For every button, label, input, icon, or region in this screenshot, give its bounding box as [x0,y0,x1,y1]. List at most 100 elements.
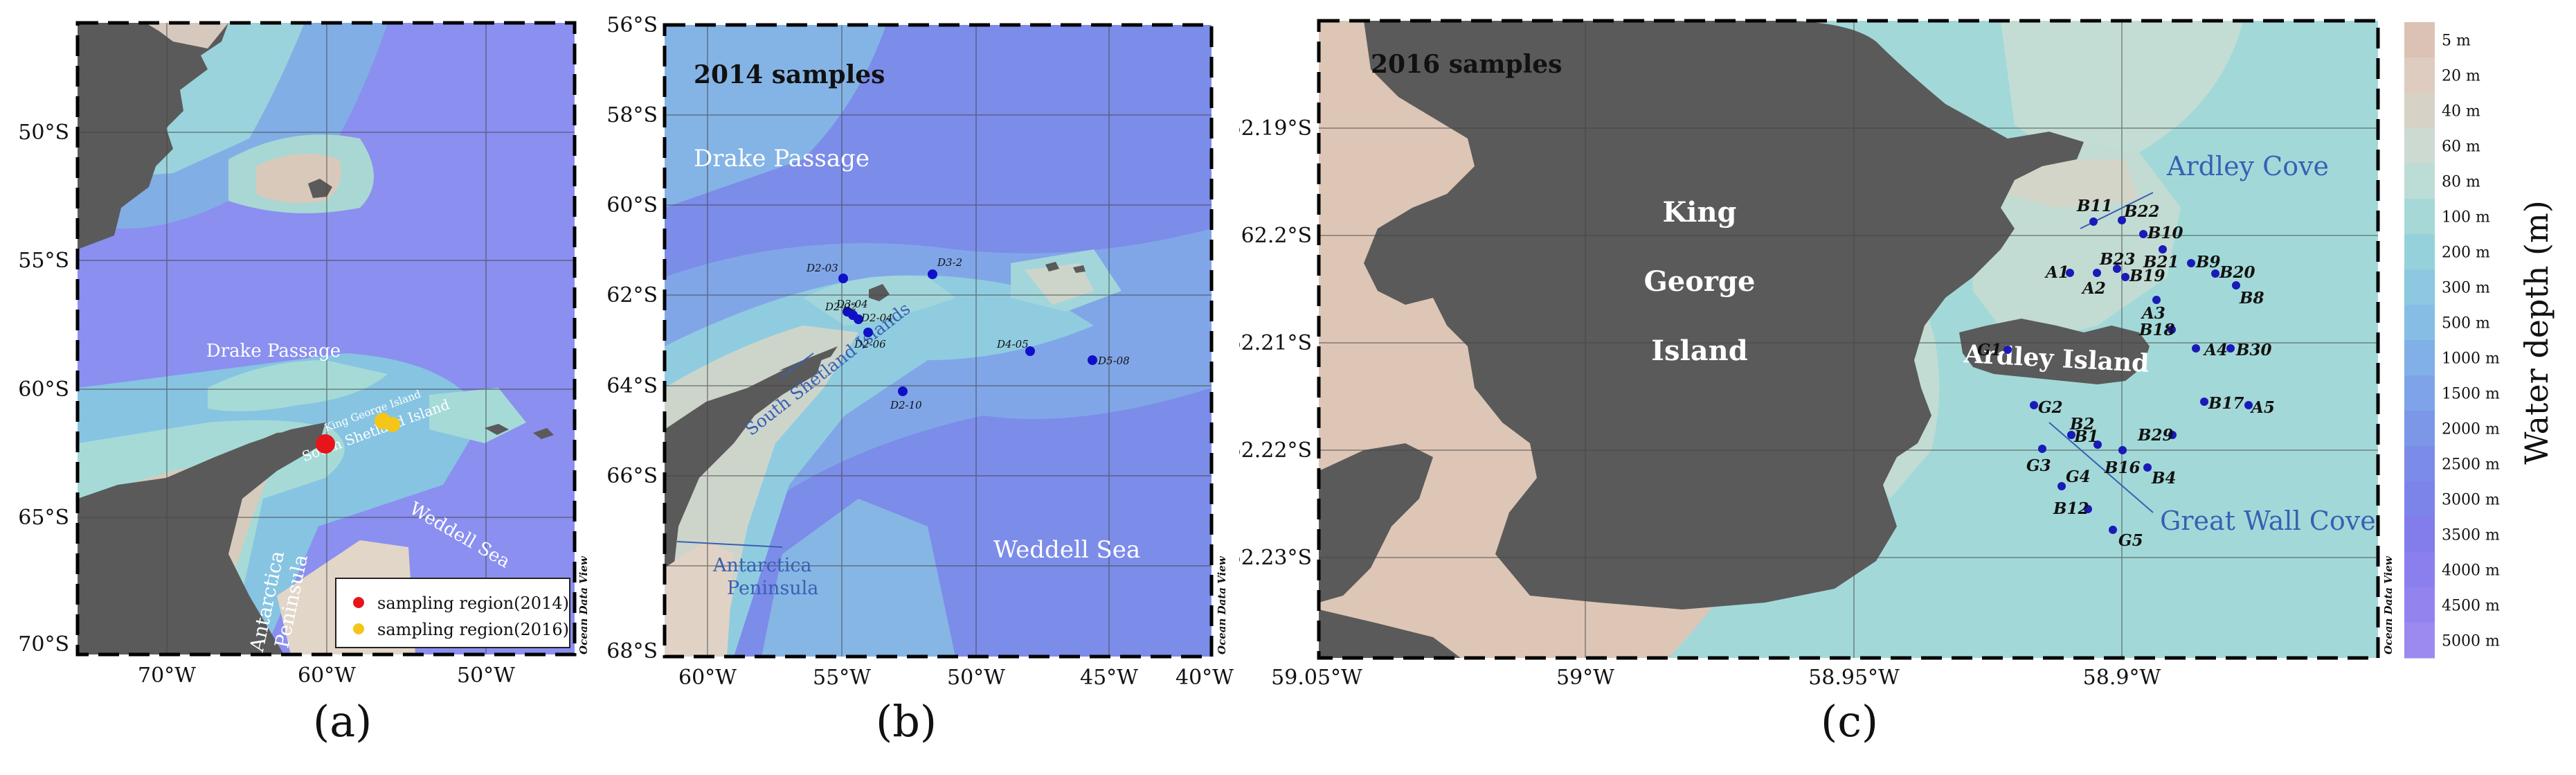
colorbar-swatch [2404,446,2435,482]
sampling-region-2016-marker [385,417,400,432]
colorbar-label: 40 m [2442,103,2480,121]
peninsula-label: Peninsula [727,578,818,599]
station-label: B12 [2053,499,2089,518]
station-label: B1 [2073,427,2098,446]
colorbar-label: 500 m [2442,315,2490,332]
station-label: B9 [2195,253,2220,271]
colorbar-label: 80 m [2442,174,2480,191]
station-label: A1 [2044,263,2069,282]
lon-tick-3: 58.95°W [1808,666,1900,690]
colorbar-label: 60 m [2442,139,2480,156]
colorbar-label: 3500 m [2442,527,2500,544]
lat-tick-2: 55°S [18,249,69,273]
station-label: G2 [2038,398,2063,417]
panel-c-title: 2016 samples [1371,50,1562,79]
colorbar-label: 3000 m [2442,492,2500,509]
station-marker-a5 [2244,401,2253,409]
colorbar-swatch [2404,93,2435,129]
colorbar-label: 20 m [2442,68,2480,85]
station-label: B20 [2219,263,2255,282]
station-marker-g2 [2030,401,2038,409]
lat-tick-1: 50°S [18,121,69,145]
lat-tick-5: 62.23°S [1239,546,1312,570]
station-marker-g3 [2038,445,2046,453]
ardley-cove-label: Ardley Cove [2166,151,2329,181]
lon-tick-1: 59.05°W [1271,666,1362,690]
legend-swatch-2014 [353,597,364,608]
graticule [1319,21,2378,658]
station-marker-b1 [2093,440,2102,449]
panel-b-caption: (b) [876,696,937,747]
station-markers-2014: D2-03 D3-2 D2-02 D3-04 D2-04 D2-06 D4-05… [806,256,1130,411]
station-marker-d3-2 [928,269,937,279]
panel-c-caption: (c) [1821,696,1879,747]
station-marker-b29 [2168,431,2177,439]
colorbar-swatch [2404,587,2435,623]
station-marker-d4-05 [1025,346,1035,356]
colorbar-label: 2000 m [2442,421,2500,438]
station-marker-b8 [2232,281,2240,289]
colorbar-label: 100 m [2442,209,2490,226]
station-marker-d2-03 [838,274,848,283]
colorbar-label: 4000 m [2442,562,2500,580]
station-markers-2016: B11 B22 B10 B23 B21 B9 B20 A1 B19 A2 B8 … [1977,197,2275,550]
lon-tick-3: 50°W [947,666,1005,690]
colorbar-swatch [2404,305,2435,341]
station-label: G4 [2066,467,2091,486]
panel-c-map: 62.19°S 62.2°S 62.21°S 62.22°S 62.23°S 5… [1239,19,2555,690]
station-marker-b18 [2168,326,2176,334]
station-label: B16 [2104,458,2140,477]
panel-b-title: 2014 samples [694,60,885,89]
station-label: B30 [2235,341,2271,359]
panel-a-caption: (a) [313,696,372,747]
king-label: King [1662,196,1736,229]
colorbar-swatch [2404,623,2435,659]
lat-tick-6: 66°S [606,464,658,488]
station-label: A4 [2203,341,2228,359]
lon-tick-2: 60°W [298,663,356,688]
colorbar-swatch [2404,517,2435,553]
graticule [78,23,575,654]
station-label: B23 [2099,250,2135,269]
lat-tick-2: 62.2°S [1241,224,1312,248]
map-frame [1317,19,2380,660]
map-frame [663,23,1214,659]
station-label: D2-03 [806,262,838,274]
lon-tick-5: 40°W [1176,666,1234,690]
graticule [665,25,1212,657]
station-marker-b21 [2159,245,2167,253]
lat-tick-3: 62.21°S [1239,331,1312,355]
station-label: D2-04 [861,312,893,324]
station-label: D5-08 [1097,355,1130,367]
station-label: B10 [2147,224,2183,242]
station-label: A2 [2081,279,2106,298]
station-marker-d2-10 [898,386,908,396]
colorbar-swatch [2404,375,2435,411]
king-george-island-land [1364,21,2084,609]
station-marker-d2-06 [863,328,873,337]
station-label: B22 [2123,202,2159,221]
colorbar-swatch [2404,57,2435,93]
station-marker-g4 [2057,482,2066,490]
station-marker-b23 [2113,265,2121,273]
south-shetland-islands-land [869,284,890,301]
station-marker-b11 [2089,217,2098,226]
colorbar-label: 1000 m [2442,350,2500,368]
lon-tick-1: 60°W [678,666,737,690]
station-marker-b9 [2187,259,2195,267]
colorbar-swatch [2404,22,2435,58]
great-wall-cove-label: Great Wall Cove [2160,506,2376,536]
lat-tick-1: 62.19°S [1239,116,1312,141]
station-label: D3-04 [836,298,868,310]
colorbar-label: 5000 m [2442,633,2500,650]
station-marker-b12 [2084,505,2092,513]
weddell-sea-label: Weddell Sea [993,536,1140,564]
george-label: George [1644,265,1756,298]
station-marker-a1 [2066,269,2074,277]
station-marker-b20 [2211,269,2219,278]
station-marker-b10 [2139,230,2147,238]
station-label: B17 [2208,394,2244,413]
lat-tick-7: 68°S [606,639,658,663]
island-label: Island [1651,335,1747,367]
station-marker-a3 [2152,296,2161,304]
